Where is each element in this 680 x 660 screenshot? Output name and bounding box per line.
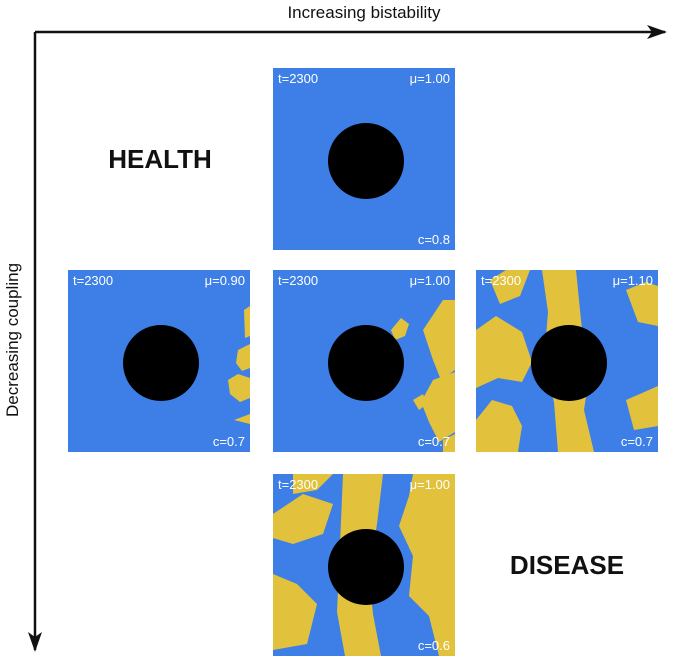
panel: t=2300 μ=1.00 c=0.8 — [273, 68, 455, 250]
bistable-domain — [476, 316, 532, 388]
coupling-label: c=0.8 — [418, 232, 450, 247]
panels: t=2300 μ=1.00c=0.8t=2300 μ=0.90c=0.7t=2300… — [68, 68, 658, 656]
bistable-domain — [423, 300, 455, 380]
obstacle — [531, 325, 607, 401]
health-label: HEALTH — [108, 144, 212, 174]
bistable-domain — [443, 434, 455, 452]
bistable-domain — [476, 400, 522, 452]
panel: t=2300 μ=1.00 c=0.7 — [273, 270, 455, 452]
bistable-domain — [421, 372, 455, 442]
coupling-label: c=0.7 — [213, 434, 245, 449]
bistable-domain — [391, 318, 409, 340]
mu-label: μ=1.00 — [410, 71, 450, 86]
bistable-domain — [234, 414, 250, 424]
y-axis-label: Decreasing coupling — [3, 263, 22, 417]
obstacle — [328, 529, 404, 605]
x-axis-label: Increasing bistability — [287, 3, 441, 22]
bistable-domain — [413, 394, 427, 410]
obstacle — [328, 123, 404, 199]
bistable-domain — [399, 474, 455, 656]
bistable-domain — [236, 344, 250, 371]
time-label: t=2300 — [278, 71, 318, 86]
coupling-label: c=0.7 — [418, 434, 450, 449]
bistable-domain — [273, 494, 333, 544]
disease-label: DISEASE — [510, 550, 624, 580]
coupling-label: c=0.6 — [418, 638, 450, 653]
mu-label: μ=1.00 — [410, 273, 450, 288]
bistable-domain — [626, 282, 658, 326]
mu-label: μ=1.00 — [410, 477, 450, 492]
bistable-domain — [273, 574, 317, 650]
mu-label: μ=1.10 — [613, 273, 653, 288]
panel: t=2300 μ=1.00 c=0.6 — [273, 474, 455, 656]
mu-label: μ=0.90 — [205, 273, 245, 288]
time-label: t=2300 — [73, 273, 113, 288]
time-label: t=2300 — [278, 477, 318, 492]
panel: t=2300 μ=0.90 c=0.7 — [68, 270, 250, 452]
bistable-domain — [626, 386, 658, 430]
obstacle — [328, 325, 404, 401]
coupling-label: c=0.7 — [621, 434, 653, 449]
bistable-domain — [228, 374, 250, 402]
time-label: t=2300 — [278, 273, 318, 288]
obstacle — [123, 325, 199, 401]
bistable-domain — [244, 306, 250, 338]
time-label: t=2300 — [481, 273, 521, 288]
bistable-domain — [490, 270, 530, 304]
bistable-domain — [293, 474, 333, 494]
panel: t=2300 μ=1.10 c=0.7 — [476, 270, 658, 452]
